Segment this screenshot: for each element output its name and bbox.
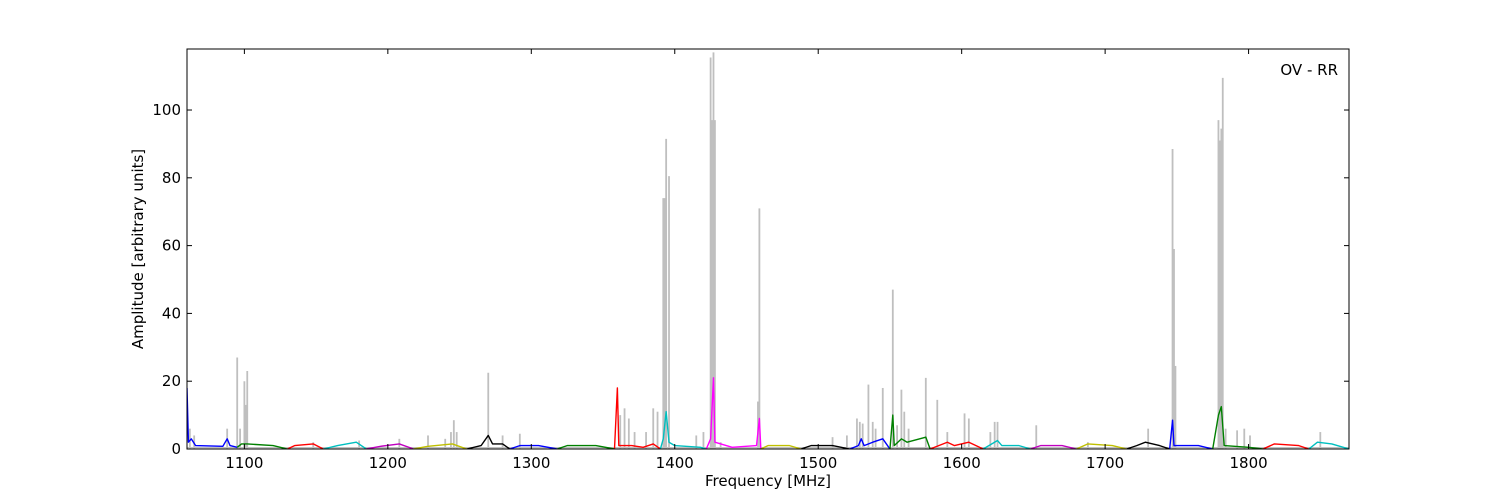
series-line-8 [556,444,615,449]
x-tick-label-0: 1100 [225,454,263,472]
chart-annotation: OV - RR [1280,61,1338,79]
x-tick-label-3: 1400 [656,454,694,472]
series-line-9 [613,387,661,449]
series-line-14 [849,438,891,449]
axes: 1100 1200 1300 1400 1500 1600 1700 1800 0 20 40 60 8… [152,48,1350,472]
series-line-12 [760,444,802,449]
y-tick-label-0: 0 [171,440,181,458]
y-tick-label-3: 60 [162,237,181,255]
series-line-5 [413,443,467,449]
plot-area [187,52,1349,449]
series-line-24 [1308,441,1349,449]
raw-spectrum [187,52,1349,449]
series-line-16 [929,441,984,449]
series-line-13 [800,444,850,449]
x-tick-label-7: 1800 [1229,454,1267,472]
series-line-7 [509,444,558,449]
series-line-6 [466,434,511,449]
series-line-18 [1030,444,1077,449]
plot-frame [186,48,1350,450]
series-line-10 [659,411,707,449]
series-line-20 [1126,441,1170,449]
x-tick-label-5: 1600 [943,454,981,472]
x-tick-label-6: 1700 [1086,454,1124,472]
series-line-2 [287,443,324,449]
series-line-11 [705,377,762,449]
series-line-23 [1262,443,1310,449]
x-tick-label-2: 1300 [512,454,550,472]
y-tick-label-5: 100 [152,101,181,119]
series-line-4 [366,443,414,449]
x-axis-label: Frequency [MHz] [705,472,831,490]
series-line-3 [323,441,367,449]
series-line-1 [236,443,288,449]
y-tick-label-2: 40 [162,304,181,322]
x-tick-label-4: 1500 [799,454,837,472]
series-line-15 [889,414,931,449]
x-tick-label-1: 1200 [369,454,407,472]
series-line-19 [1076,443,1127,449]
y-axis-label: Amplitude [arbitrary units] [129,149,147,349]
y-tick-label-1: 20 [162,372,181,390]
series-line-17 [982,439,1031,449]
series-line-22 [1212,405,1264,449]
series-line-0 [187,387,238,448]
series-line-21 [1168,419,1213,449]
data-layer [187,52,1349,449]
y-tick-label-4: 80 [162,169,181,187]
